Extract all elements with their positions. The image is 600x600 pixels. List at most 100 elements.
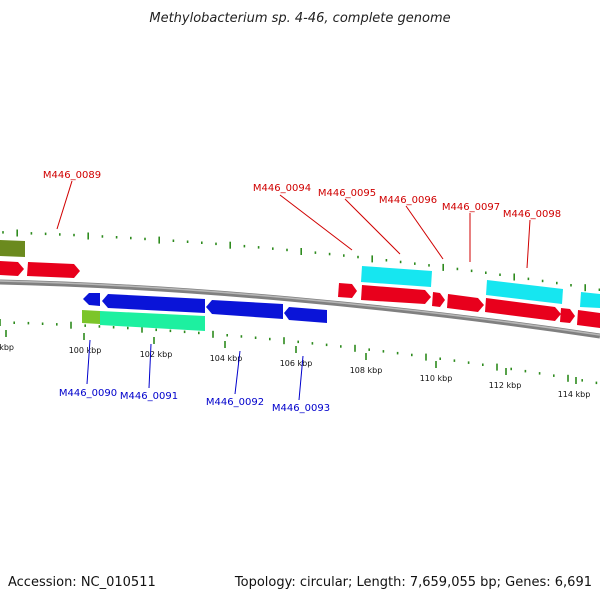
minor-tick xyxy=(482,363,484,366)
minor-tick xyxy=(328,252,331,256)
major-tick xyxy=(141,325,143,333)
minor-tick xyxy=(541,279,544,283)
gene-feature-green xyxy=(100,311,205,331)
minor-tick xyxy=(510,367,512,371)
callout-line xyxy=(344,198,401,255)
tick-label: 100 kbp xyxy=(69,346,102,355)
major-tick xyxy=(300,248,302,255)
major-tick xyxy=(354,344,356,352)
minor-tick xyxy=(130,236,132,240)
minor-tick xyxy=(524,369,527,373)
major-tick xyxy=(83,333,85,340)
minor-tick xyxy=(340,345,342,348)
tick-label: 114 kbp xyxy=(558,390,591,399)
gene-feature-cyan xyxy=(580,292,600,308)
minor-tick xyxy=(470,269,473,273)
major-tick xyxy=(575,377,577,384)
major-tick xyxy=(365,353,367,360)
major-tick xyxy=(584,284,586,292)
minor-tick xyxy=(226,334,228,337)
major-tick xyxy=(435,361,437,368)
gene-feature-M446_0089 xyxy=(0,261,24,276)
minor-tick xyxy=(286,248,288,252)
major-tick xyxy=(513,273,515,281)
gene-feature-cyan xyxy=(486,280,563,304)
major-tick xyxy=(87,232,89,240)
tick-label: 106 kbp xyxy=(280,359,313,368)
gene-feature-red xyxy=(560,308,575,323)
major-tick xyxy=(229,241,231,249)
minor-tick xyxy=(144,237,146,241)
gene-label-M446_0092: M446_0092 xyxy=(206,397,264,408)
minor-tick xyxy=(556,281,558,285)
minor-tick xyxy=(73,233,75,237)
callout-line xyxy=(56,180,73,230)
map-title: Methylobacterium sp. 4-46, complete geno… xyxy=(149,11,450,26)
minor-tick xyxy=(56,323,58,326)
minor-tick xyxy=(269,337,271,341)
minor-tick xyxy=(198,331,200,335)
gene-label-M446_0098: M446_0098 xyxy=(503,209,561,220)
gene-feature-green xyxy=(82,310,100,324)
minor-tick xyxy=(499,273,501,276)
minor-tick xyxy=(538,372,541,375)
minor-tick xyxy=(598,288,600,291)
minor-tick xyxy=(311,342,314,345)
minor-tick xyxy=(399,260,402,264)
major-tick xyxy=(153,337,155,344)
callout-line xyxy=(526,219,531,269)
major-tick xyxy=(224,341,226,348)
minor-tick xyxy=(44,232,47,236)
callout-line xyxy=(279,194,353,251)
gene-label-M446_0091: M446_0091 xyxy=(120,391,178,402)
minor-tick xyxy=(272,247,274,250)
callout-line xyxy=(298,355,304,401)
minor-tick xyxy=(257,246,260,249)
minor-tick xyxy=(84,324,86,327)
minor-tick xyxy=(59,233,61,236)
minor-tick xyxy=(357,255,359,259)
tick-label: 110 kbp xyxy=(420,374,453,383)
minor-tick xyxy=(201,241,203,244)
tick-label: 104 kbp xyxy=(210,354,243,363)
minor-tick xyxy=(396,351,399,355)
minor-tick xyxy=(411,353,413,357)
minor-tick xyxy=(414,262,416,265)
major-tick xyxy=(5,330,7,337)
minor-tick xyxy=(595,381,598,385)
major-tick xyxy=(283,337,285,345)
minor-tick xyxy=(13,321,15,324)
major-tick xyxy=(567,374,569,382)
minor-tick xyxy=(453,359,456,362)
minor-tick xyxy=(325,343,328,347)
tick-label: 108 kbp xyxy=(350,366,383,375)
gene-label-M446_0090: M446_0090 xyxy=(59,388,117,399)
minor-tick xyxy=(297,340,299,344)
major-tick xyxy=(212,330,214,338)
minor-tick xyxy=(243,244,246,248)
gene-feature-cyan xyxy=(361,266,432,287)
minor-tick xyxy=(570,284,572,287)
minor-tick xyxy=(428,264,430,267)
major-tick xyxy=(295,346,297,353)
gene-feature-M446_0095 xyxy=(361,285,431,304)
minor-tick xyxy=(314,251,317,254)
minor-tick xyxy=(127,326,129,330)
minor-tick xyxy=(456,267,459,271)
gene-feature-M446_0093 xyxy=(284,307,327,323)
minor-tick xyxy=(240,335,243,338)
minor-tick xyxy=(368,348,370,351)
major-tick xyxy=(442,263,444,271)
major-tick xyxy=(16,229,18,237)
minor-tick xyxy=(527,277,530,281)
minor-tick xyxy=(172,239,175,242)
outer-tick-ring xyxy=(2,229,600,292)
gene-feature-olive xyxy=(0,240,25,257)
minor-tick xyxy=(186,240,189,243)
gene-feature-M446_0090 xyxy=(83,293,100,306)
major-tick xyxy=(425,353,427,361)
gene-feature-M446_0094 xyxy=(338,283,357,298)
tick-label: 98 kbp xyxy=(0,343,14,352)
minor-tick xyxy=(581,379,583,382)
